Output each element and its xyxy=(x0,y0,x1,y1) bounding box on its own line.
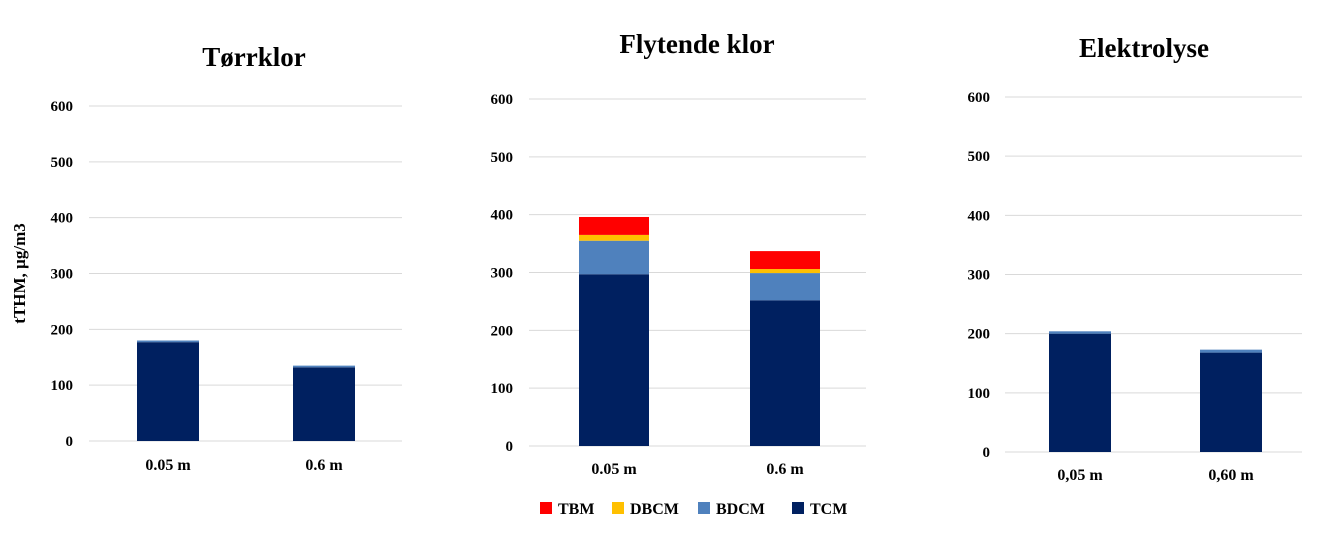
x-category-label: 0.6 m xyxy=(305,457,343,474)
bar-segment-tbm xyxy=(750,251,820,270)
bar-segment-bdcm xyxy=(579,240,649,275)
legend-label: DBCM xyxy=(630,501,679,518)
chart-title: Flytende klor xyxy=(619,29,774,59)
bar-segment-tcm xyxy=(1049,333,1111,452)
y-tick-label: 300 xyxy=(968,268,991,284)
bar-segment-dbcm xyxy=(579,234,649,241)
bar-segment-tcm xyxy=(1200,352,1262,452)
legend-swatch xyxy=(612,502,624,514)
y-tick-label: 100 xyxy=(491,381,514,397)
y-tick-label: 600 xyxy=(491,92,514,108)
y-tick-label: 200 xyxy=(491,323,514,339)
legend-label: TCM xyxy=(810,501,847,518)
y-tick-label: 100 xyxy=(51,378,74,394)
x-category-label: 0,60 m xyxy=(1208,467,1254,484)
y-tick-label: 500 xyxy=(51,155,74,171)
y-tick-label: 0 xyxy=(506,439,514,455)
bar-segment-tbm xyxy=(579,216,649,235)
bar-segment-dbcm xyxy=(750,269,820,274)
legend-swatch xyxy=(698,502,710,514)
bar-segment-tcm xyxy=(137,342,199,441)
bar-segment-bdcm xyxy=(1200,349,1262,353)
y-tick-label: 400 xyxy=(51,211,74,227)
legend-swatch xyxy=(540,502,552,514)
y-tick-label: 600 xyxy=(968,90,991,106)
legend-label: TBM xyxy=(558,501,594,518)
y-tick-label: 600 xyxy=(51,99,74,115)
bar-segment-bdcm xyxy=(750,273,820,301)
y-tick-label: 400 xyxy=(491,208,514,224)
x-category-label: 0.05 m xyxy=(591,461,637,478)
y-axis-label: tTHM, µg/m3 xyxy=(10,223,29,323)
y-tick-label: 0 xyxy=(983,445,991,461)
legend-swatch xyxy=(792,502,804,514)
bar-segment-bdcm xyxy=(137,340,199,343)
y-tick-label: 300 xyxy=(491,266,514,282)
chart-title: Tørrklor xyxy=(202,42,305,72)
x-category-label: 0.05 m xyxy=(145,457,191,474)
y-tick-label: 200 xyxy=(51,322,74,338)
bar-segment-bdcm xyxy=(1049,331,1111,334)
bar-segment-tcm xyxy=(293,367,355,441)
bar-segment-tcm xyxy=(579,274,649,446)
y-tick-label: 500 xyxy=(491,150,514,166)
y-tick-label: 200 xyxy=(968,327,991,343)
y-tick-label: 100 xyxy=(968,386,991,402)
chart-title: Elektrolyse xyxy=(1079,33,1209,63)
y-tick-label: 0 xyxy=(66,434,74,450)
y-tick-label: 300 xyxy=(51,267,74,283)
x-category-label: 0,05 m xyxy=(1057,467,1103,484)
bar-segment-bdcm xyxy=(293,365,355,368)
bar-segment-tcm xyxy=(750,300,820,446)
legend-label: BDCM xyxy=(716,501,765,518)
y-tick-label: 400 xyxy=(968,208,991,224)
y-tick-label: 500 xyxy=(968,149,991,165)
x-category-label: 0.6 m xyxy=(766,461,804,478)
